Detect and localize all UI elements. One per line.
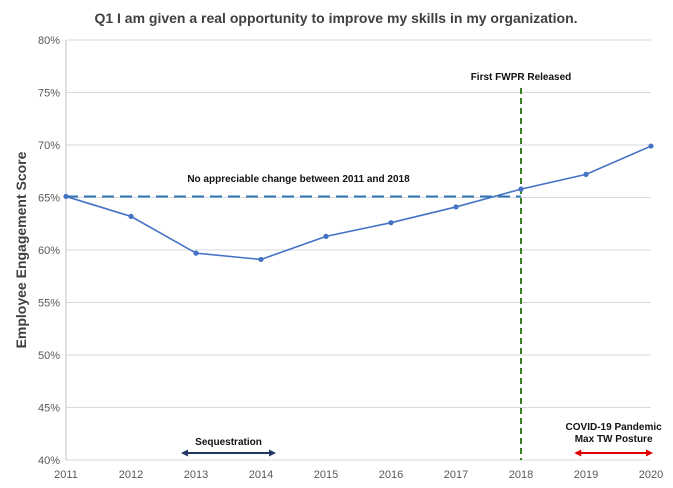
y-tick-label: 80% (38, 35, 60, 47)
range-label-line: Max TW Posture (575, 434, 653, 445)
y-tick-label: 60% (38, 245, 60, 257)
x-tick-label: 2019 (574, 469, 598, 481)
x-tick-label: 2017 (444, 469, 468, 481)
data-point (258, 256, 264, 263)
series-path (65, 145, 652, 261)
gridlines (65, 39, 651, 461)
y-axis-ticks: 40% 45% 50% 55% 60% 65% 70% 75% 80% (38, 35, 60, 467)
range-arrow-left (181, 449, 188, 457)
range-arrow-right (269, 449, 276, 457)
data-point (453, 204, 459, 210)
x-axis-ticks: 2011 2012 2013 2014 2015 2016 2017 2018 2019 2020 (54, 469, 663, 481)
data-point (193, 250, 199, 256)
y-tick-label: 40% (38, 455, 60, 467)
x-tick-label: 2012 (119, 469, 143, 481)
x-tick-label: 2018 (509, 469, 533, 481)
data-point (518, 186, 524, 192)
data-point (323, 233, 329, 239)
data-point (583, 171, 589, 177)
baseline-label: No appreciable change between 2011 and 2… (187, 174, 410, 185)
data-point (63, 193, 69, 200)
chart-title: Q1 I am given a real opportunity to impr… (94, 10, 577, 26)
y-tick-label: 75% (38, 88, 60, 100)
fwpr-release-label: First FWPR Released (471, 72, 572, 83)
x-tick-label: 2013 (184, 469, 208, 481)
y-tick-label: 55% (38, 298, 60, 310)
range-label-line: COVID-19 Pandemic (566, 422, 663, 433)
data-point (128, 213, 134, 219)
x-tick-label: 2016 (379, 469, 403, 481)
x-tick-label: 2020 (639, 469, 663, 481)
y-tick-label: 70% (38, 140, 60, 152)
y-tick-label: 65% (38, 193, 60, 205)
range-arrow-right (646, 449, 653, 457)
y-tick-label: 50% (38, 350, 60, 362)
range-arrow-left (574, 449, 582, 457)
y-axis-label: Employee Engagement Score (13, 151, 29, 348)
y-tick-label: 45% (38, 403, 60, 415)
series-line (63, 143, 654, 263)
x-tick-label: 2011 (54, 469, 78, 481)
data-point (648, 143, 654, 149)
range-label: Sequestration (195, 437, 262, 448)
x-tick-label: 2014 (249, 469, 273, 481)
data-point (388, 220, 394, 226)
x-tick-label: 2015 (314, 469, 338, 481)
